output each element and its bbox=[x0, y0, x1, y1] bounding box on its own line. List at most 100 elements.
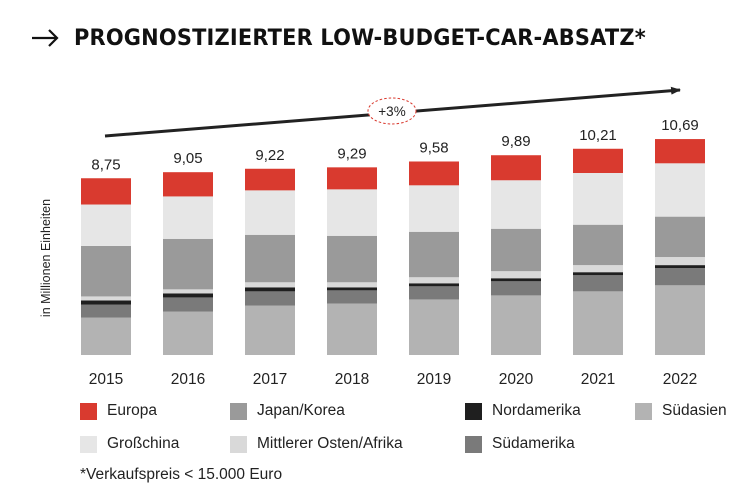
bar-segment-s-damerika-2020 bbox=[491, 281, 541, 296]
bar-segment-japan-korea-2016 bbox=[163, 238, 213, 290]
legend-label: Südamerika bbox=[492, 435, 575, 452]
bar-segment-europa-2021 bbox=[573, 148, 623, 173]
bar-segment-japan-korea-2017 bbox=[245, 234, 295, 283]
total-label-2015: 8,75 bbox=[91, 156, 120, 173]
bar-segment-s-damerika-2017 bbox=[245, 291, 295, 306]
x-tick-label-2018: 2018 bbox=[335, 371, 369, 388]
legend-item-s-dasien: Südasien bbox=[635, 402, 727, 420]
chart-legend: Europa Japan/Korea Nordamerika Südasien Groß… bbox=[80, 402, 740, 462]
footnote: *Verkaufspreis < 15.000 Euro bbox=[80, 466, 283, 483]
bar-segment-europa-2016 bbox=[163, 172, 213, 197]
y-axis-label: in Millionen Einheiten bbox=[39, 199, 53, 317]
legend-swatch bbox=[635, 402, 652, 420]
bar-segment-s-dasien-2020 bbox=[491, 295, 541, 355]
bar-segment-japan-korea-2015 bbox=[81, 245, 131, 297]
total-label-2021: 10,21 bbox=[579, 127, 617, 144]
bar-segment-europa-2018 bbox=[327, 167, 377, 190]
bar-segment-s-dasien-2019 bbox=[409, 299, 459, 355]
total-label-2020: 9,89 bbox=[501, 133, 530, 150]
bar-segment-nordamerika-2019 bbox=[409, 283, 459, 287]
stacked-bar-chart: in Millionen Einheiten 8,75 2015 9,05 2016 9,… bbox=[39, 86, 705, 388]
bar-segment-gro-china-2020 bbox=[491, 180, 541, 229]
bar-segment-japan-korea-2020 bbox=[491, 228, 541, 272]
legend-swatch bbox=[230, 402, 247, 420]
legend-label: Japan/Korea bbox=[257, 402, 345, 419]
legend-item-gro-china: Großchina bbox=[80, 435, 179, 453]
bar-segment-europa-2017 bbox=[245, 168, 295, 191]
legend-item-s-damerika: Südamerika bbox=[465, 435, 575, 453]
legend-label: Südasien bbox=[662, 402, 727, 419]
bar-segment-nordamerika-2021 bbox=[573, 272, 623, 276]
legend-item-japan-korea: Japan/Korea bbox=[230, 402, 345, 420]
total-label-2019: 9,58 bbox=[419, 139, 448, 156]
total-label-2018: 9,29 bbox=[337, 145, 366, 162]
total-label-2016: 9,05 bbox=[173, 150, 202, 167]
bar-segment-s-damerika-2021 bbox=[573, 275, 623, 292]
legend-label: Mittlerer Osten/Afrika bbox=[257, 435, 403, 452]
x-tick-label-2019: 2019 bbox=[417, 371, 451, 388]
bar-segment-mittlerer-osten-afrika-2021 bbox=[573, 265, 623, 273]
bar-segment-nordamerika-2015 bbox=[81, 300, 131, 305]
total-label-2017: 9,22 bbox=[255, 147, 284, 164]
x-tick-label-2021: 2021 bbox=[581, 371, 615, 388]
bar-segment-europa-2022 bbox=[655, 139, 705, 164]
bar-segment-gro-china-2022 bbox=[655, 163, 705, 217]
bar-segment-gro-china-2018 bbox=[327, 189, 377, 236]
bar-segment-mittlerer-osten-afrika-2016 bbox=[163, 289, 213, 294]
total-label-2022: 10,69 bbox=[661, 117, 699, 134]
bar-segment-s-damerika-2016 bbox=[163, 297, 213, 312]
right-arrow-icon bbox=[32, 29, 59, 47]
x-tick-label-2015: 2015 bbox=[89, 371, 123, 388]
bar-segment-mittlerer-osten-afrika-2020 bbox=[491, 271, 541, 279]
legend-item-europa: Europa bbox=[80, 402, 157, 420]
legend-swatch bbox=[465, 435, 482, 453]
bar-segment-s-dasien-2021 bbox=[573, 291, 623, 355]
bar-segment-japan-korea-2022 bbox=[655, 216, 705, 258]
growth-label: +3% bbox=[378, 104, 405, 119]
legend-swatch bbox=[230, 435, 247, 453]
bar-segment-s-dasien-2022 bbox=[655, 285, 705, 355]
bar-segment-mittlerer-osten-afrika-2022 bbox=[655, 257, 705, 266]
x-tick-label-2016: 2016 bbox=[171, 371, 205, 388]
bar-segment-s-damerika-2018 bbox=[327, 290, 377, 304]
bar-segment-gro-china-2015 bbox=[81, 204, 131, 246]
bar-segment-europa-2020 bbox=[491, 155, 541, 181]
bar-segment-s-dasien-2016 bbox=[163, 311, 213, 355]
bar-segment-s-dasien-2017 bbox=[245, 305, 295, 355]
legend-swatch bbox=[465, 402, 482, 420]
bar-segment-gro-china-2021 bbox=[573, 172, 623, 225]
bar-segment-gro-china-2019 bbox=[409, 185, 459, 232]
bar-segment-mittlerer-osten-afrika-2019 bbox=[409, 277, 459, 284]
bar-segment-japan-korea-2021 bbox=[573, 224, 623, 266]
chart-header: PROGNOSTIZIERTER LOW-BUDGET-CAR-ABSATZ* bbox=[30, 20, 689, 56]
bar-segment-japan-korea-2018 bbox=[327, 235, 377, 283]
bar-segment-s-damerika-2019 bbox=[409, 286, 459, 300]
legend-label: Großchina bbox=[107, 435, 180, 452]
x-tick-label-2022: 2022 bbox=[663, 371, 697, 388]
legend-swatch bbox=[80, 435, 97, 453]
bar-segment-nordamerika-2020 bbox=[491, 278, 541, 282]
bar-segment-europa-2019 bbox=[409, 161, 459, 186]
bar-segment-europa-2015 bbox=[81, 178, 131, 205]
chart-title: PROGNOSTIZIERTER LOW-BUDGET-CAR-ABSATZ* bbox=[74, 25, 646, 51]
bar-segment-s-damerika-2022 bbox=[655, 268, 705, 286]
bar-segment-s-dasien-2015 bbox=[81, 317, 131, 355]
bar-segment-nordamerika-2018 bbox=[327, 287, 377, 291]
legend-label: Europa bbox=[107, 402, 157, 419]
x-tick-label-2020: 2020 bbox=[499, 371, 534, 388]
legend-item-mittlerer-osten-afrika: Mittlerer Osten/Afrika bbox=[230, 435, 403, 453]
bar-segment-s-dasien-2018 bbox=[327, 303, 377, 355]
legend-item-nordamerika: Nordamerika bbox=[465, 402, 581, 420]
x-tick-label-2017: 2017 bbox=[253, 371, 287, 388]
bar-segment-nordamerika-2016 bbox=[163, 293, 213, 298]
legend-swatch bbox=[80, 402, 97, 420]
bar-segment-mittlerer-osten-afrika-2017 bbox=[245, 282, 295, 288]
legend-label: Nordamerika bbox=[492, 402, 581, 419]
bar-segment-mittlerer-osten-afrika-2015 bbox=[81, 296, 131, 301]
bar-segment-nordamerika-2017 bbox=[245, 287, 295, 292]
bar-segment-s-damerika-2015 bbox=[81, 304, 131, 318]
bar-segment-gro-china-2016 bbox=[163, 196, 213, 239]
bar-segment-mittlerer-osten-afrika-2018 bbox=[327, 282, 377, 288]
bar-segment-japan-korea-2019 bbox=[409, 231, 459, 278]
bar-segment-gro-china-2017 bbox=[245, 190, 295, 235]
